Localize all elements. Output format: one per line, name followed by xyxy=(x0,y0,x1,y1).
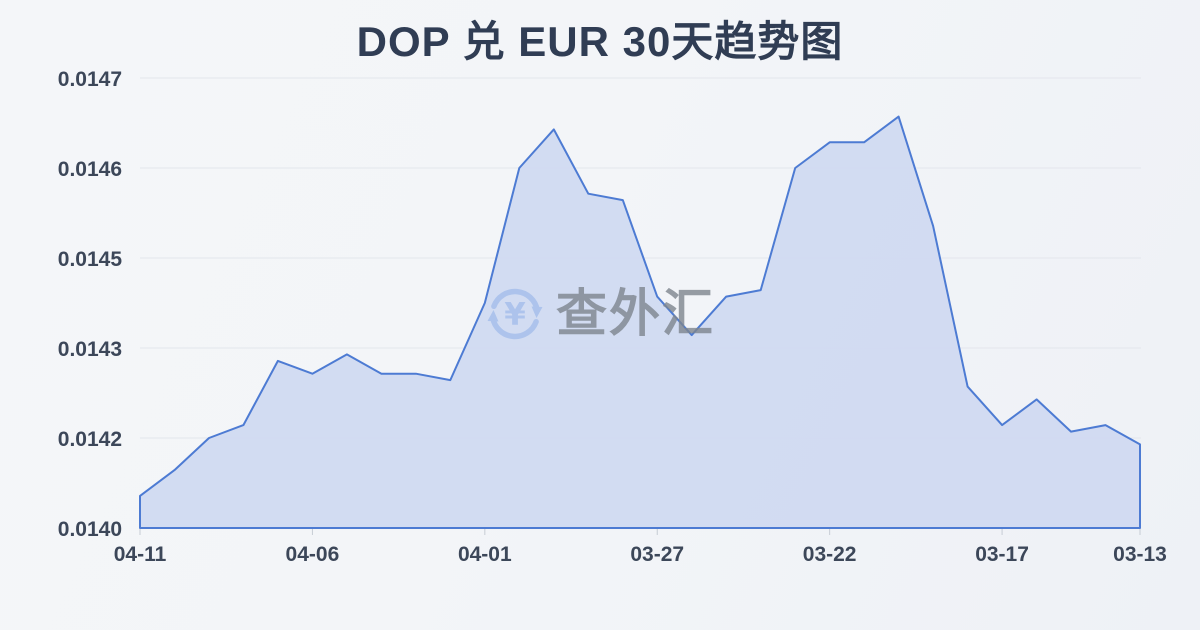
y-axis-label: 0.0146 xyxy=(58,158,122,181)
x-axis-label: 04-01 xyxy=(458,543,512,566)
y-axis-label: 0.0145 xyxy=(58,248,123,271)
x-axis-label: 03-27 xyxy=(630,543,684,566)
y-axis-label: 0.0147 xyxy=(58,68,122,91)
chart-title: DOP 兑 EUR 30天趋势图 xyxy=(356,18,844,65)
x-axis-label: 04-06 xyxy=(286,543,340,566)
x-axis-label: 03-17 xyxy=(975,543,1029,566)
y-axis-label: 0.0142 xyxy=(58,428,122,451)
x-axis-label: 03-13 xyxy=(1113,543,1167,566)
area-series xyxy=(139,115,1141,529)
y-axis-label: 0.0140 xyxy=(58,518,122,541)
x-axis-label: 03-22 xyxy=(803,543,857,566)
y-axis-label: 0.0143 xyxy=(58,338,122,361)
x-axis-label: 04-11 xyxy=(114,543,167,566)
